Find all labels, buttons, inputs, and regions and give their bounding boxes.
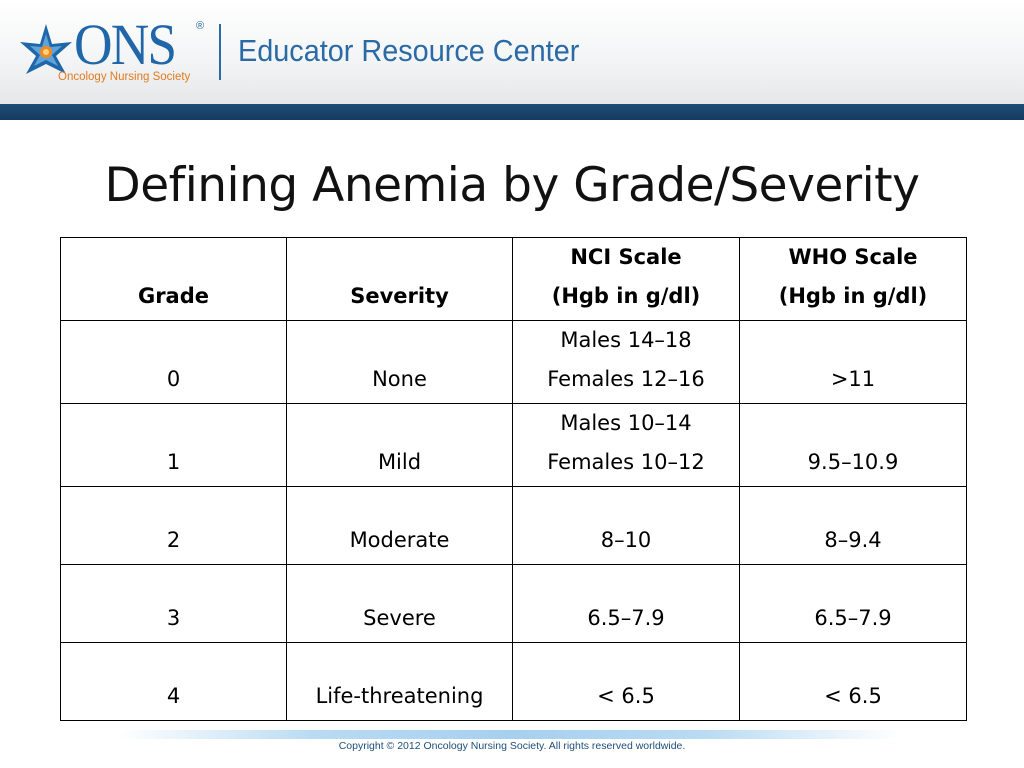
table-row: 0 None Males 14–18 Females 12–16 >11 xyxy=(60,320,967,404)
cell-nci: < 6.5 xyxy=(512,642,740,721)
table-row: 1 Mild Males 10–14 Females 10–12 9.5–10.9 xyxy=(60,403,967,487)
logo-tagline: Oncology Nursing Society xyxy=(58,71,191,83)
header-severity: Severity xyxy=(286,237,513,321)
cell-who: < 6.5 xyxy=(739,642,967,721)
cell-grade: 4 xyxy=(60,642,287,721)
table-row: 3 Severe 6.5–7.9 6.5–7.9 xyxy=(60,564,967,643)
header-nci-scale: NCI Scale (Hgb in g/dl) xyxy=(512,237,740,321)
cell-nci: 6.5–7.9 xyxy=(512,564,740,643)
cell-who: 8–9.4 xyxy=(739,486,967,565)
logo-wordmark: ONS xyxy=(74,12,177,77)
cell-severity: Severe xyxy=(286,564,513,643)
cell-severity: Life-threatening xyxy=(286,642,513,721)
ons-star-logo-icon xyxy=(20,24,72,74)
header-who-scale: WHO Scale (Hgb in g/dl) xyxy=(739,237,967,321)
cell-severity: Moderate xyxy=(286,486,513,565)
cell-grade: 3 xyxy=(60,564,287,643)
header-bar: ONS ® Oncology Nursing Society Educator … xyxy=(0,0,1024,104)
cell-severity: Mild xyxy=(286,403,513,487)
cell-grade: 2 xyxy=(60,486,287,565)
header-title: Educator Resource Center xyxy=(238,33,580,68)
cell-grade: 0 xyxy=(60,320,287,404)
slide-title: Defining Anemia by Grade/Severity xyxy=(104,158,920,213)
ons-logo: ONS ® Oncology Nursing Society xyxy=(10,8,210,94)
cell-grade: 1 xyxy=(60,403,287,487)
anemia-grade-table: Grade Severity NCI Scale (Hgb in g/dl) WH… xyxy=(60,237,967,721)
table-row: 2 Moderate 8–10 8–9.4 xyxy=(60,486,967,565)
footer-rule xyxy=(120,730,900,739)
header-divider xyxy=(219,24,221,80)
cell-who: 9.5–10.9 xyxy=(739,403,967,487)
header-grade: Grade xyxy=(60,237,287,321)
table-row: 4 Life-threatening < 6.5 < 6.5 xyxy=(60,642,967,721)
cell-nci: Males 14–18 Females 12–16 xyxy=(512,320,740,404)
footer-copyright: Copyright © 2012 Oncology Nursing Societ… xyxy=(338,740,686,752)
cell-who: 6.5–7.9 xyxy=(739,564,967,643)
table-header-row: Grade Severity NCI Scale (Hgb in g/dl) WH… xyxy=(60,237,967,321)
cell-nci: Males 10–14 Females 10–12 xyxy=(512,403,740,487)
cell-who: >11 xyxy=(739,320,967,404)
cell-severity: None xyxy=(286,320,513,404)
logo-registered-mark: ® xyxy=(196,20,205,32)
cell-nci: 8–10 xyxy=(512,486,740,565)
header-rule xyxy=(0,104,1024,120)
